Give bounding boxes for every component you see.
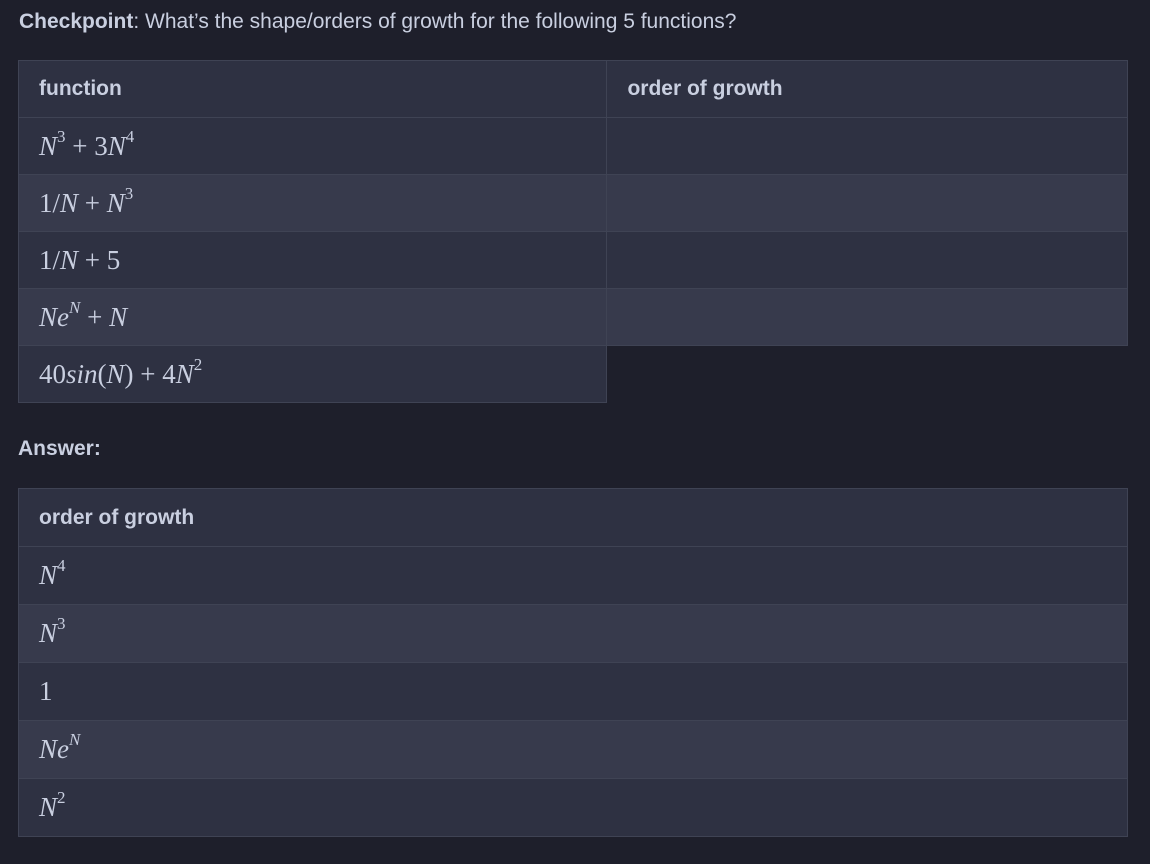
answer-cell: 1 [18,662,1128,721]
answer-table: order of growth N4 N3 1 NeN N2 [18,488,1128,837]
table-header-row: function order of growth [17,60,1128,118]
order-cell [606,117,1128,175]
table-row: NeN [18,720,1128,779]
answer-cell: N4 [18,546,1128,605]
answer-cell: NeN [18,720,1128,779]
function-cell: 1/N + 5 [17,231,608,289]
function-cell: 40sin(N) + 4N2 [17,345,608,403]
table-row: N3 [18,604,1128,663]
table-row: 1 [18,662,1128,721]
table-row: N3 + 3N4 [17,117,1128,175]
table-row: 1/N + 5 [17,231,1128,289]
table-header-row: order of growth [18,488,1128,547]
function-cell: 1/N + N3 [17,174,608,232]
order-cell [606,288,1128,346]
question-table: function order of growth N3 + 3N4 1/N + … [17,60,1128,403]
answer-cell: N3 [18,604,1128,663]
answer-label: Answer: [18,437,101,460]
checkpoint-prompt: Checkpoint: What’s the shape/orders of g… [19,8,736,36]
checkpoint-question: : What’s the shape/orders of growth for … [133,10,737,33]
order-of-growth-column-header: order of growth [606,60,1128,118]
table-row: 40sin(N) + 4N2 [17,345,1128,403]
order-cell [606,174,1128,232]
table-row: N4 [18,546,1128,605]
order-cell [606,231,1128,289]
table-row: NeN + N [17,288,1128,346]
function-cell: NeN + N [17,288,608,346]
function-column-header: function [17,60,608,118]
function-cell: N3 + 3N4 [17,117,608,175]
answer-cell: N2 [18,778,1128,837]
table-row: N2 [18,778,1128,837]
table-row: 1/N + N3 [17,174,1128,232]
order-cell [606,345,1128,403]
checkpoint-label: Checkpoint [19,10,134,33]
order-of-growth-column-header: order of growth [18,488,1128,547]
